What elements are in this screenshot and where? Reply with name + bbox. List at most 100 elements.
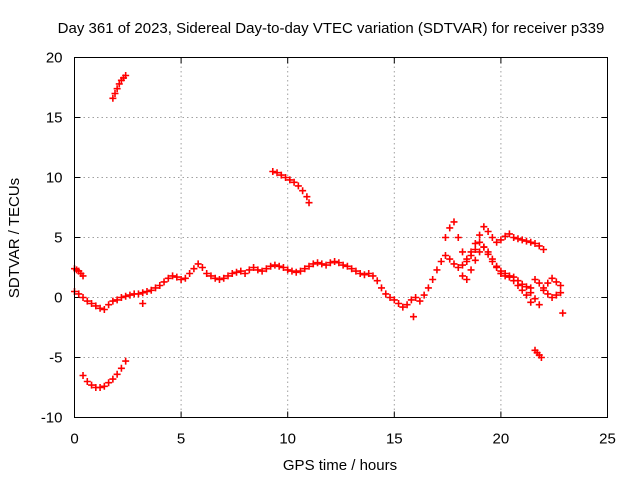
data-point [105,301,113,309]
y-tick-label: 0 [54,290,62,307]
data-points [71,72,567,391]
data-point [88,381,96,389]
data-point [262,265,270,273]
data-point [237,267,245,275]
data-point [75,290,83,298]
data-point [160,278,168,286]
data-point [476,231,484,239]
data-point [173,273,181,281]
data-point [390,296,398,304]
data-point [527,298,535,306]
data-point [407,296,415,304]
data-point [152,284,160,292]
x-tick-label: 25 [599,431,616,448]
data-point [557,282,565,289]
data-point [296,267,304,275]
data-point [535,242,543,250]
data-point [331,258,339,265]
data-point [96,304,104,312]
data-point [386,294,394,301]
data-point [279,264,287,271]
data-point [241,270,249,277]
data-point [505,230,513,238]
data-point [83,378,91,385]
data-point [111,90,119,97]
data-point [109,94,117,102]
data-point [412,294,420,301]
data-point [284,266,292,274]
x-tick-label: 5 [177,431,185,448]
data-point [292,268,300,276]
data-point [233,268,241,276]
data-point [228,270,236,277]
data-point [348,265,356,273]
data-point [476,238,484,246]
data-point [467,248,475,256]
y-tick-label: 10 [46,170,63,187]
data-point [437,258,445,265]
data-point [224,272,232,280]
y-tick-label: 15 [46,110,63,127]
x-axis-label: GPS time / hours [283,457,397,474]
data-point [484,248,492,256]
data-point [537,354,545,361]
grid [74,57,608,418]
data-point [403,301,411,309]
data-point [215,276,223,283]
data-point [211,274,219,282]
data-point [463,276,471,283]
data-point [497,267,505,275]
data-point [286,176,294,184]
series-arc-main [71,238,505,313]
data-point [463,255,471,263]
series-arc-short-4 [79,357,130,391]
data-point [373,277,381,285]
plot-frame [74,57,608,418]
data-point [518,236,526,244]
data-point [480,243,488,251]
data-point [480,223,488,231]
data-point [552,291,560,299]
data-point [122,72,130,79]
chart-title: Day 361 of 2023, Sidereal Day-to-day VTE… [58,20,605,37]
series-isolated [139,298,567,321]
data-point [514,277,522,285]
data-point [96,384,104,391]
series-arc-end-mid [497,267,565,309]
data-point [446,224,454,232]
x-tick-label: 10 [279,431,296,448]
data-point [181,274,189,282]
data-point [92,302,100,310]
data-point [156,282,164,289]
data-point [544,279,552,287]
data-point [79,294,87,301]
data-point [273,169,281,177]
series-arc-short-5 [531,346,545,361]
data-point [471,246,479,253]
data-point [476,248,484,256]
data-point [282,174,290,181]
data-point [79,372,87,379]
data-point [429,276,437,283]
data-point [254,266,262,274]
data-point [126,291,134,299]
data-point [258,267,266,275]
data-point [535,301,543,309]
data-point [531,276,539,283]
data-point [134,290,142,298]
x-tick-label: 0 [70,431,78,448]
y-axis-label: SDTVAR / TECUs [6,178,23,298]
data-point [322,261,330,269]
data-point [113,296,121,304]
data-point [109,375,117,383]
data-point [294,182,302,190]
y-tick-label: -5 [49,350,62,367]
data-point [420,291,428,299]
data-point [290,178,298,186]
data-point [198,264,206,271]
data-point [220,274,228,282]
data-point [450,260,458,268]
data-point [471,240,479,247]
data-point [139,300,147,307]
data-point [552,278,560,286]
